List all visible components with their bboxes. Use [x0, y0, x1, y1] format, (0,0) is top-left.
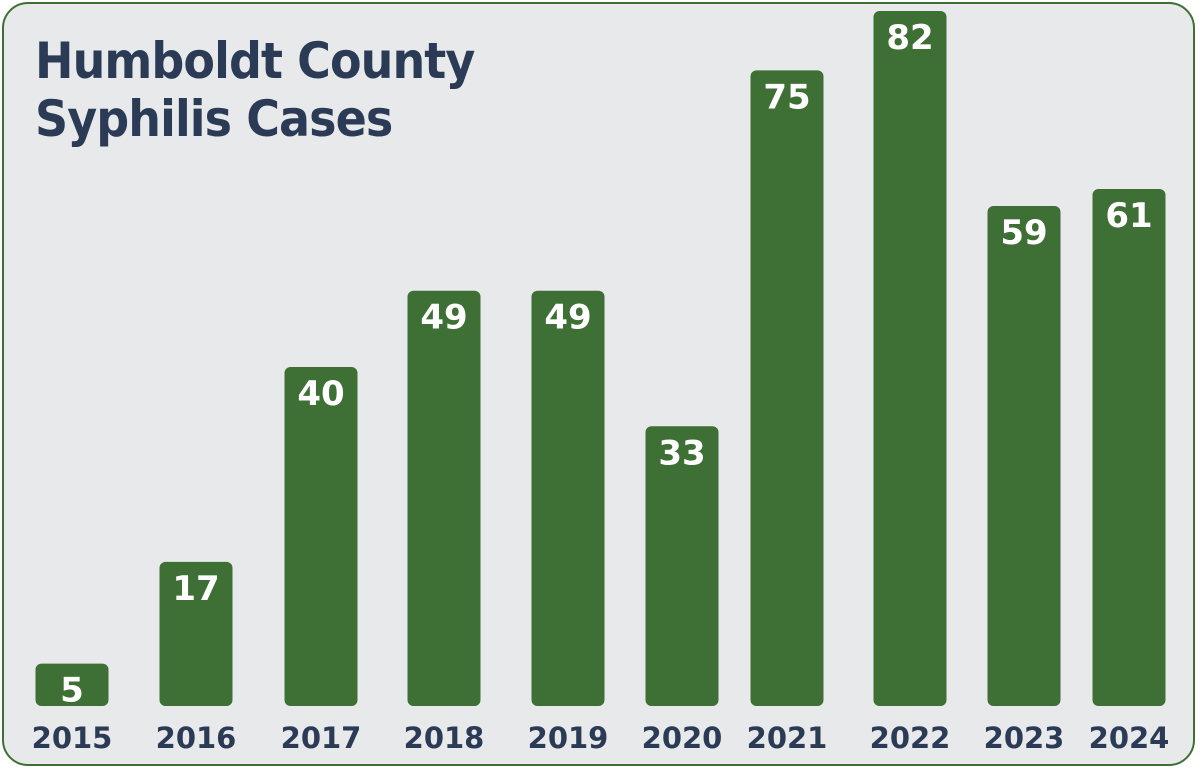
value-label-2023: 59: [1000, 213, 1047, 253]
year-label-2017: 2017: [281, 721, 362, 755]
year-label-2018: 2018: [404, 721, 485, 755]
chart-title-line-2: Syphilis Cases: [35, 90, 393, 148]
value-label-2016: 17: [172, 569, 219, 609]
bar-2021: [750, 70, 824, 706]
value-label-2015: 5: [60, 671, 84, 711]
year-label-2015: 2015: [32, 721, 113, 755]
year-label-2024: 2024: [1089, 721, 1170, 755]
bar-2018: [407, 290, 481, 706]
value-label-2017: 40: [297, 374, 344, 414]
year-label-2021: 2021: [747, 721, 828, 755]
bar-2024: [1092, 188, 1166, 707]
value-label-2019: 49: [544, 298, 591, 338]
value-label-2022: 82: [886, 18, 933, 58]
bar-2022: [873, 11, 947, 706]
chart-title: Humboldt County Syphilis Cases: [35, 32, 475, 148]
bar-2020: [645, 426, 719, 706]
chart-title-line-1: Humboldt County: [35, 32, 475, 90]
year-label-2022: 2022: [870, 721, 951, 755]
bar-2016: [159, 561, 233, 706]
year-label-2016: 2016: [156, 721, 237, 755]
bar-2019: [531, 290, 605, 706]
value-label-2018: 49: [420, 298, 467, 338]
bar-2015: [35, 663, 109, 706]
year-label-2020: 2020: [642, 721, 723, 755]
bar-2017: [284, 366, 358, 706]
value-label-2021: 75: [763, 77, 810, 117]
value-label-2020: 33: [658, 433, 705, 473]
bar-chart: 5 2015 17 2016 40 2017 49 2018 49 2019 33 2020 75 202…: [32, 11, 1170, 755]
year-label-2023: 2023: [984, 721, 1065, 755]
bar-2023: [987, 205, 1061, 706]
year-label-2019: 2019: [528, 721, 609, 755]
value-label-2024: 61: [1105, 196, 1152, 236]
